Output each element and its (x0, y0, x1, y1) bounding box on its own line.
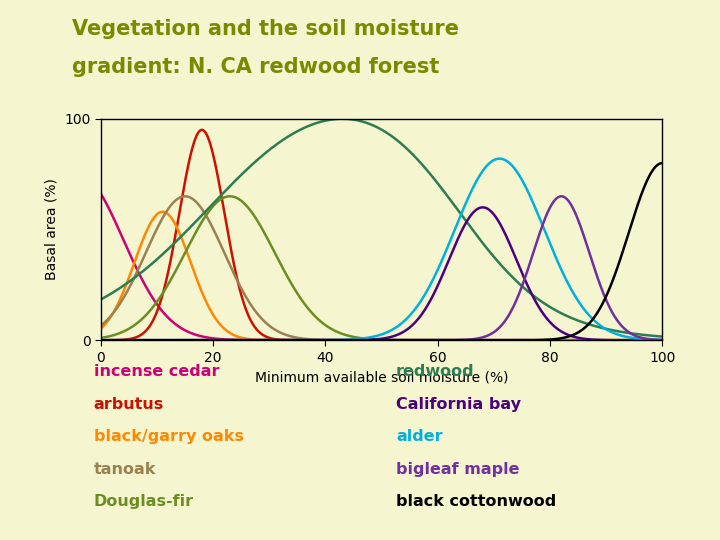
Text: black/garry oaks: black/garry oaks (94, 429, 243, 444)
Y-axis label: Basal area (%): Basal area (%) (45, 179, 58, 280)
Text: incense cedar: incense cedar (94, 364, 219, 380)
Text: alder: alder (396, 429, 443, 444)
X-axis label: Minimum available soil moisture (%): Minimum available soil moisture (%) (255, 370, 508, 384)
Text: redwood: redwood (396, 364, 474, 380)
Text: black cottonwood: black cottonwood (396, 494, 557, 509)
Text: gradient: N. CA redwood forest: gradient: N. CA redwood forest (72, 57, 439, 77)
Text: California bay: California bay (396, 397, 521, 412)
Text: tanoak: tanoak (94, 462, 156, 477)
Text: bigleaf maple: bigleaf maple (396, 462, 520, 477)
Text: arbutus: arbutus (94, 397, 164, 412)
Text: Douglas-fir: Douglas-fir (94, 494, 194, 509)
Text: Vegetation and the soil moisture: Vegetation and the soil moisture (72, 19, 459, 39)
